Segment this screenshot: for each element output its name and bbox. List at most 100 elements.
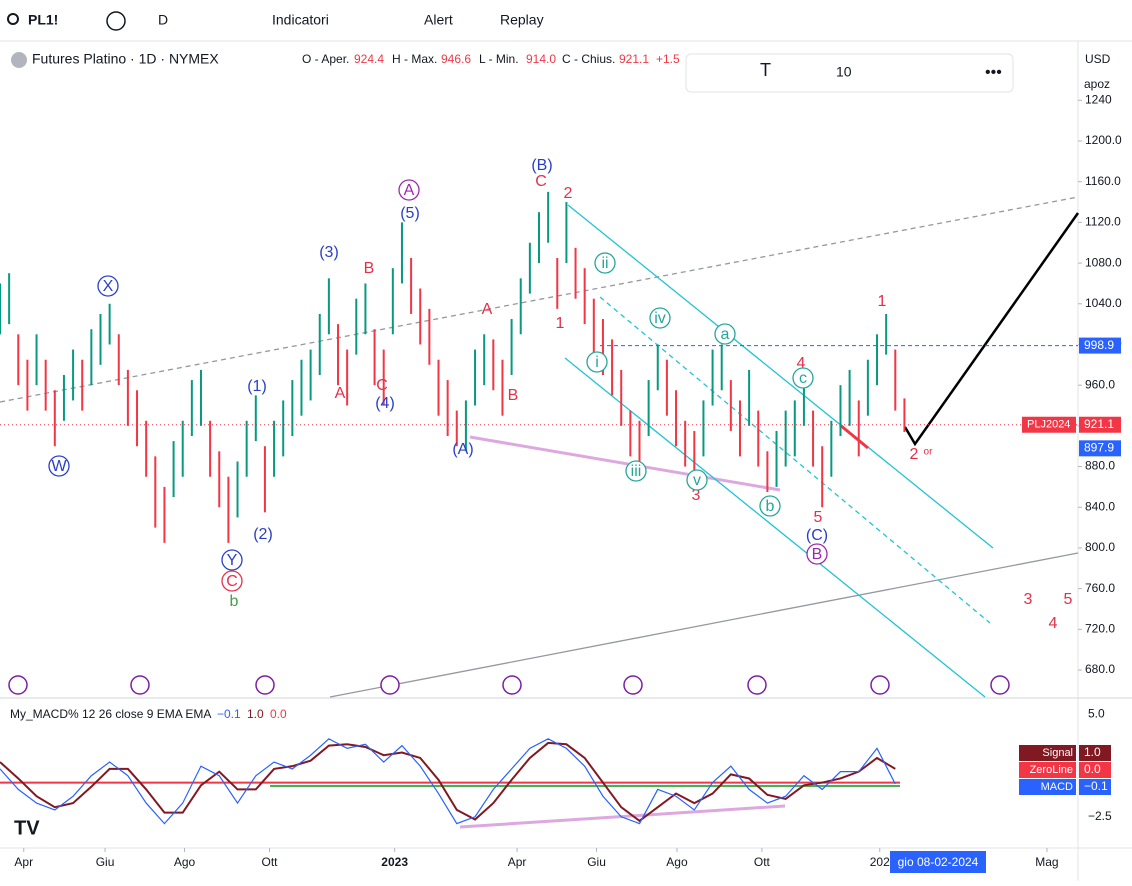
ohlc-bar [757, 410, 760, 467]
ohlc-bar [720, 344, 723, 391]
add-icon[interactable] [106, 11, 126, 31]
legend-label: L - Min. [479, 52, 519, 66]
pane-tag [1079, 745, 1111, 761]
wave-label: A [335, 385, 346, 402]
text-tool[interactable]: T [760, 60, 771, 80]
ohlc-bar [309, 349, 312, 401]
wave-label: b [766, 498, 775, 515]
x-tick-label: Ago [174, 855, 196, 869]
ohlc-bar [282, 400, 285, 457]
ohlc-bar [90, 329, 93, 386]
ohlc-bar [455, 410, 458, 447]
wave-label: A [482, 301, 493, 318]
event-icon [870, 675, 890, 695]
indicators-button[interactable]: Indicatori [272, 12, 329, 28]
wave-label: 5 [1064, 591, 1073, 608]
pane-tag-value: 1.0 [1084, 745, 1101, 759]
y-tick-label: 1120.0 [1085, 215, 1121, 229]
wave-label: (5) [400, 205, 420, 222]
ohlc-bar [903, 398, 906, 432]
currency[interactable]: USD [1085, 52, 1111, 66]
ohlc-bar [775, 430, 778, 487]
ohlc-bar [592, 298, 595, 355]
x-tick-label: Ott [754, 855, 771, 869]
ohlc-bar [866, 359, 869, 416]
ohlc-bar [300, 359, 303, 416]
level-tag-text: 998.9 [1084, 338, 1114, 352]
wave-label: (B) [531, 157, 552, 174]
event-icon [747, 675, 767, 695]
indicator-value: 1.0 [247, 707, 264, 721]
wave-label: or [924, 447, 934, 458]
pane-tag-name: ZeroLine [1030, 764, 1073, 776]
ohlc-bar [885, 313, 888, 355]
pane-tag-value: 0.0 [1084, 762, 1101, 776]
wave-circle [714, 323, 736, 345]
projection [903, 212, 1080, 447]
symbol-logo [11, 52, 27, 68]
ohlc-bar [410, 257, 413, 314]
wave-label: iv [654, 310, 666, 327]
legend-value: 946.6 [441, 52, 471, 66]
wave-label: v [693, 472, 701, 489]
ohlc-bar [793, 400, 796, 457]
indicator-title: My_MACD% 12 26 close 9 EMA EMA [10, 707, 211, 721]
event-icon [130, 675, 150, 695]
ohlc-bar [574, 247, 577, 299]
x-tick-label: 2023 [381, 855, 408, 869]
ohlc-bar [839, 385, 842, 437]
search-icon[interactable] [7, 13, 19, 25]
ohlc-bar [519, 278, 522, 335]
wave-circle [792, 367, 814, 389]
y-tick-label: 1160.0 [1085, 174, 1121, 188]
ohlc-bar [391, 268, 394, 335]
x-tick-label: Mag [1035, 855, 1058, 869]
interval[interactable]: D [158, 12, 168, 28]
trend-line [0, 196, 1079, 403]
ohlc-bar [273, 420, 276, 477]
y-tick-label: 5.0 [1088, 706, 1105, 720]
wave-label: Y [227, 552, 238, 569]
ohlc-bar [53, 390, 56, 447]
alert-button[interactable]: Alert [424, 12, 453, 28]
ohlc-bar [812, 410, 815, 467]
ohlc-bar [400, 222, 403, 284]
ohlc-bar [44, 359, 47, 411]
more-icon[interactable]: ••• [985, 64, 1002, 81]
wave-label: 3 [692, 487, 701, 504]
ohlc-bar [620, 369, 623, 426]
scale-mode[interactable]: apoz [1084, 77, 1110, 91]
legend-value: 921.1 [619, 52, 649, 66]
price-tag [1079, 416, 1121, 433]
ohlc-bar [483, 334, 486, 386]
wave-circle [221, 570, 243, 592]
wave-label: C [376, 377, 388, 394]
legend-label: O - Aper. [302, 52, 349, 66]
wave-label: 4 [1049, 615, 1058, 632]
legend-value: 914.0 [526, 52, 556, 66]
ohlc-bar [729, 380, 732, 431]
ohlc-bar [99, 313, 102, 365]
ohlc-bar [428, 308, 431, 365]
wave-circle [649, 307, 671, 329]
pane-tag-name: MACD [1041, 781, 1073, 793]
ohlc-bar [227, 476, 230, 543]
wave-label: a [721, 326, 730, 343]
ohlc-bar [784, 410, 787, 467]
replay-button[interactable]: Replay [500, 12, 544, 28]
symbol[interactable]: PL1! [28, 12, 58, 28]
ohlc-bar [108, 303, 111, 345]
pane-tag [1079, 762, 1111, 778]
ohlc-bar [163, 486, 166, 543]
drawings [0, 196, 1080, 829]
drawing-size[interactable]: 10 [836, 64, 852, 80]
ohlc-bar [254, 395, 257, 442]
y-tick-label: 1240 [1085, 92, 1112, 106]
event-icon [380, 675, 400, 695]
ohlc-bar [145, 420, 148, 477]
wave-circle [759, 495, 781, 517]
event-icon [990, 675, 1010, 695]
macd-trend-line [459, 804, 786, 829]
legend-label: C - Chius. [562, 52, 615, 66]
y-tick-label: 760.0 [1085, 581, 1115, 595]
